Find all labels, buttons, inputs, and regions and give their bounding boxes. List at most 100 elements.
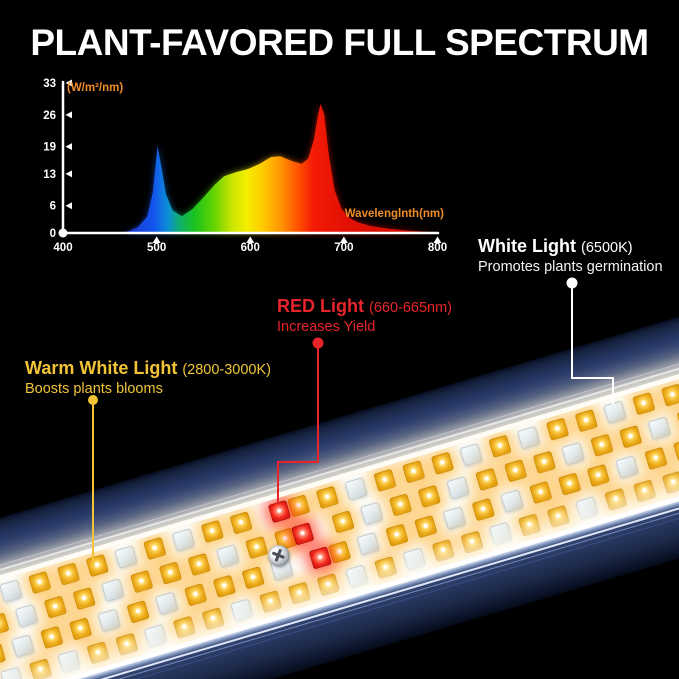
white-led bbox=[96, 608, 121, 632]
white-led bbox=[56, 649, 81, 673]
white-led bbox=[488, 521, 513, 546]
warm-white-led bbox=[661, 470, 679, 494]
white-led bbox=[614, 454, 639, 479]
warm-white-led bbox=[487, 434, 512, 458]
y-tick-arrow-icon bbox=[65, 79, 72, 87]
warm-white-led bbox=[589, 433, 614, 457]
warm-white-led bbox=[183, 582, 207, 607]
warm-white-led bbox=[129, 569, 153, 594]
warm-white-led bbox=[503, 458, 527, 483]
warm-white-led bbox=[68, 616, 92, 641]
y-tick-label: 26 bbox=[43, 110, 56, 122]
warm-white-led bbox=[660, 383, 679, 407]
x-axis-label: Wavelenglnth(nm) bbox=[345, 208, 444, 220]
warm-white-led bbox=[528, 480, 553, 505]
white-led bbox=[355, 531, 380, 556]
warm-white-led bbox=[413, 514, 437, 539]
warm-white-led bbox=[585, 463, 610, 488]
warm-white-led bbox=[186, 552, 211, 577]
white-callout-dot bbox=[566, 277, 578, 289]
x-tick-label: 600 bbox=[241, 242, 260, 254]
x-tick-label: 800 bbox=[428, 242, 447, 254]
annotation-description: Increases Yield bbox=[277, 319, 376, 336]
warm-white-led bbox=[470, 497, 495, 522]
annotation-title: Warm White Light bbox=[25, 358, 178, 378]
warm-white-led bbox=[330, 509, 355, 534]
warm-white-led bbox=[287, 581, 311, 605]
white-led bbox=[0, 578, 23, 603]
warm-white-led bbox=[56, 561, 80, 586]
spectrum-curve bbox=[119, 103, 438, 234]
annotation-heading: Warm White Light (2800-3000K) bbox=[25, 358, 271, 379]
warm-white-led bbox=[618, 424, 642, 449]
annotation-title: White Light bbox=[478, 236, 576, 256]
warm-white-led bbox=[200, 606, 225, 631]
y-tick-label: 13 bbox=[43, 169, 56, 181]
axis-origin-dot bbox=[58, 228, 68, 238]
warm-white-led bbox=[142, 536, 167, 560]
white-led bbox=[143, 623, 167, 648]
warm-white-led bbox=[573, 408, 598, 433]
warm-white-led bbox=[27, 570, 51, 595]
warm-white-led bbox=[172, 615, 196, 639]
annotation-red-light: RED Light (660-665nm) Increases Yield bbox=[277, 296, 452, 336]
white-led bbox=[229, 598, 254, 622]
annotation-description: Promotes plants germination bbox=[478, 259, 663, 276]
white-led bbox=[647, 416, 671, 440]
y-tick-arrow-icon bbox=[65, 111, 72, 119]
warm-white-led bbox=[459, 530, 484, 554]
warm-white-led bbox=[114, 632, 139, 656]
warm-white-led bbox=[240, 565, 265, 590]
warm-white-led bbox=[531, 450, 556, 474]
annotation-description: Boosts plants blooms bbox=[25, 381, 163, 398]
warm-white-led bbox=[125, 599, 150, 624]
white-led bbox=[499, 488, 524, 513]
warm-white-led bbox=[545, 417, 569, 441]
warm-white-led bbox=[384, 523, 409, 547]
warm-white-led bbox=[158, 560, 182, 585]
annotation-spec: (6500K) bbox=[580, 240, 633, 256]
white-led bbox=[602, 400, 627, 424]
warm-white-led bbox=[430, 451, 454, 475]
annotation-heading: RED Light (660-665nm) bbox=[277, 296, 452, 317]
warm-white-led bbox=[643, 446, 668, 470]
warm-white-led bbox=[372, 468, 397, 492]
warm-white-led bbox=[545, 504, 570, 529]
spectrum-chart: 0 6 13 19 26 33 400 500 600 700 800 (W/m²/nm) Wavele… bbox=[43, 78, 447, 254]
warm-white-led bbox=[632, 478, 656, 503]
y-tick-label: 19 bbox=[43, 142, 56, 154]
white-led bbox=[402, 547, 426, 571]
white-led bbox=[442, 505, 466, 530]
warm-white-led bbox=[315, 485, 339, 509]
warm-white-led bbox=[0, 612, 10, 636]
warm-white-led bbox=[199, 519, 224, 543]
warm-white-led bbox=[244, 535, 268, 559]
white-led bbox=[14, 603, 38, 628]
warm-white-led bbox=[631, 391, 656, 416]
white-led bbox=[10, 633, 35, 658]
y-tick-label: 0 bbox=[50, 228, 56, 240]
y-axis-unit-label: (W/m²/nm) bbox=[67, 82, 123, 94]
warm-white-led bbox=[401, 459, 425, 484]
annotation-spec: (660-665nm) bbox=[369, 300, 453, 316]
warm-white-led bbox=[557, 471, 581, 496]
y-tick-arrow-icon bbox=[65, 170, 72, 178]
x-tick-arrow-icon bbox=[433, 236, 442, 243]
white-led bbox=[154, 591, 179, 615]
warm-white-led bbox=[517, 512, 541, 537]
white-led bbox=[100, 577, 125, 602]
warm-white-led bbox=[603, 487, 628, 512]
warm-white-led bbox=[39, 625, 64, 649]
white-led bbox=[516, 425, 540, 450]
warm-white-led bbox=[416, 484, 441, 508]
warm-white-led bbox=[85, 640, 110, 665]
red-callout-dot bbox=[312, 337, 324, 349]
white-led bbox=[574, 495, 599, 520]
white-led bbox=[171, 527, 195, 552]
page-title: PLANT-FAVORED FULL SPECTRUM bbox=[30, 22, 649, 63]
x-tick-label: 700 bbox=[334, 242, 353, 254]
warm-white-led bbox=[0, 642, 6, 666]
warm-white-led bbox=[71, 586, 96, 611]
annotation-warm-white-light: Warm White Light (2800-3000K) Boosts plan… bbox=[25, 358, 271, 398]
